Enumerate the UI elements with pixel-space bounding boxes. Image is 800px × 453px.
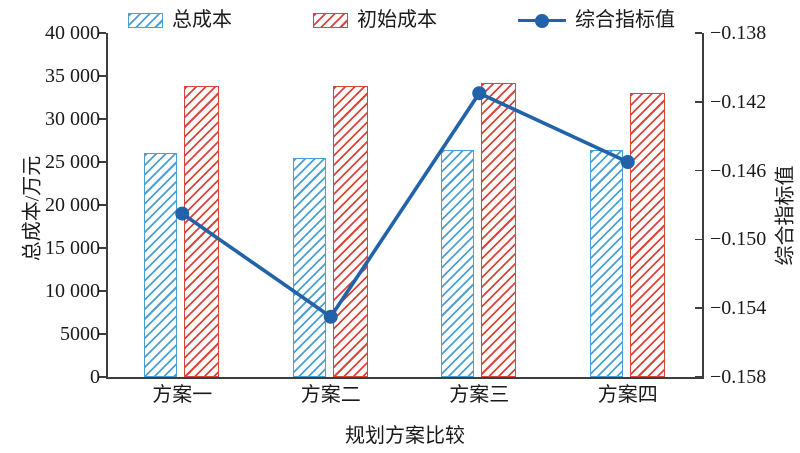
right-axis-title: 综合指标值 <box>774 165 797 266</box>
right-axis-tick-mark <box>695 169 702 172</box>
right-axis-tick-label: −0.158 <box>710 366 767 388</box>
left-axis-tick-mark <box>99 247 107 249</box>
legend-label-initial-cost: 初始成本 <box>357 9 437 31</box>
left-axis-tick-mark <box>99 118 107 120</box>
bar-initial-cost <box>481 82 517 377</box>
bar-total-cost <box>441 149 475 377</box>
right-axis-tick-label: −0.142 <box>710 90 767 113</box>
right-axis-tick-label: −0.150 <box>710 228 767 251</box>
bar-total-cost <box>589 149 623 377</box>
initial-cost-swatch-icon <box>313 12 348 28</box>
left-axis-tick-label: 25 000 <box>45 151 100 173</box>
left-axis-tick-mark <box>99 161 107 163</box>
legend-label-total-cost: 总成本 <box>172 9 232 31</box>
left-axis-tick-label: 35 000 <box>45 65 100 87</box>
left-axis-tick-label: 40 000 <box>45 22 100 44</box>
x-axis-label: 方案三 <box>449 384 510 406</box>
left-axis-tick-label: 5000 <box>60 323 100 345</box>
left-axis-tick-mark <box>99 204 107 206</box>
left-axis-tick-mark <box>99 75 107 77</box>
right-axis-spine <box>702 33 704 379</box>
x-axis-spine <box>106 377 704 379</box>
bar-initial-cost <box>184 86 220 377</box>
right-axis-tick-mark <box>695 376 702 378</box>
left-axis-tick-label: 30 000 <box>45 108 100 130</box>
bar-total-cost <box>292 157 326 377</box>
left-axis-tick-mark <box>99 290 107 292</box>
right-axis-tick-label: −0.146 <box>710 159 767 182</box>
left-axis-tick-label: 15 000 <box>45 237 100 259</box>
left-axis-title: 总成本/万元 <box>21 155 44 262</box>
left-axis-tick-label: 0 <box>90 366 100 388</box>
bar-initial-cost <box>332 86 368 377</box>
bar-total-cost <box>144 152 178 377</box>
legend: 总成本 初始成本 综合指标值 <box>0 0 800 34</box>
y-axis-spine <box>106 33 108 379</box>
legend-item-composite-index: 综合指标值 <box>518 9 675 31</box>
left-axis-tick-label: 10 000 <box>45 280 100 302</box>
legend-label-composite-index: 综合指标值 <box>575 9 675 31</box>
total-cost-swatch-icon <box>128 12 163 28</box>
legend-item-total-cost: 总成本 <box>128 9 232 31</box>
bar-initial-cost <box>629 93 665 377</box>
left-axis-tick-mark <box>99 32 107 34</box>
right-axis-tick-mark <box>695 100 702 103</box>
right-axis-tick-mark <box>695 238 702 241</box>
left-axis-tick-label: 20 000 <box>45 194 100 216</box>
right-axis-tick-mark <box>695 307 702 310</box>
right-axis-tick-label: −0.138 <box>710 22 767 44</box>
legend-item-initial-cost: 初始成本 <box>313 9 437 31</box>
line-marker-swatch-icon <box>518 13 566 28</box>
left-axis-tick-mark <box>99 376 107 378</box>
right-axis-tick-label: −0.154 <box>710 297 767 320</box>
x-axis-label: 方案四 <box>597 384 658 406</box>
x-axis-title: 规划方案比较 <box>345 425 465 447</box>
x-axis-label: 方案一 <box>152 384 213 406</box>
right-axis-tick-mark <box>695 32 702 34</box>
x-axis-label: 方案二 <box>300 384 361 406</box>
left-axis-tick-mark <box>99 333 107 335</box>
